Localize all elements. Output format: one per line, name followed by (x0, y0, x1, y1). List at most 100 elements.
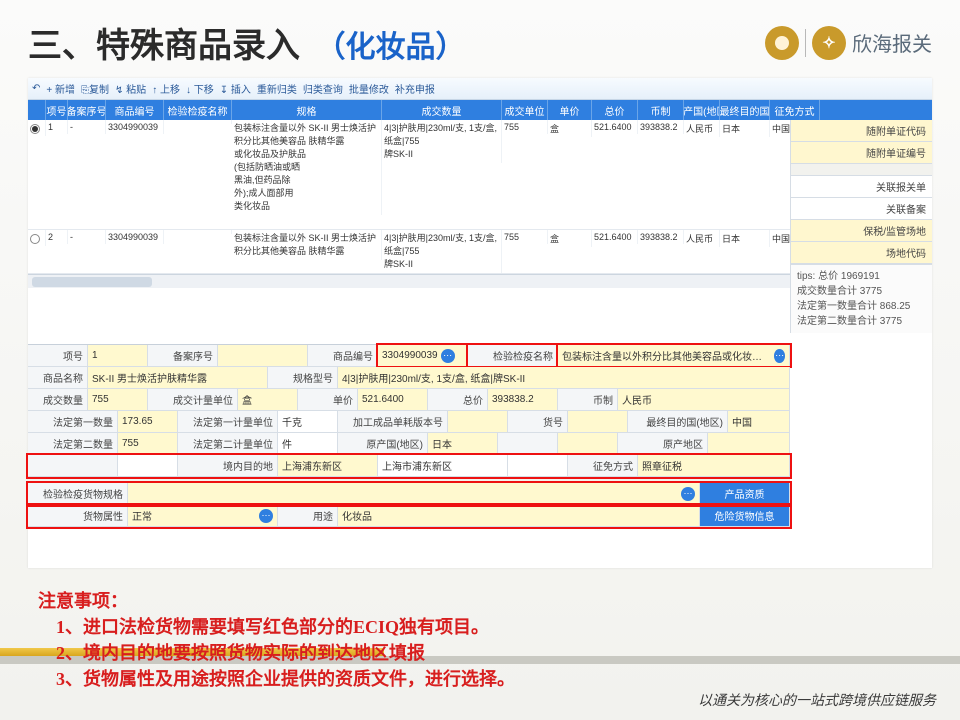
col-header: 最终目的国 (720, 100, 770, 120)
val-origin-region[interactable] (708, 433, 790, 454)
toolbar-btn[interactable]: ⎘复制 (81, 81, 109, 96)
lbl-unit: 成交计量单位 (148, 389, 238, 410)
tips-header: tips: 总价 1969191 (797, 269, 926, 284)
val-total[interactable]: 393838.2 (488, 389, 558, 410)
notes-item: 3、货物属性及用途按照企业提供的资质文件，进行选择。 (56, 666, 515, 692)
lbl-legal1-unit: 法定第一计量单位 (178, 411, 278, 432)
lbl-process-ver: 加工成品单耗版本号 (338, 411, 448, 432)
toolbar-btn[interactable]: ↓ 下移 (186, 81, 214, 96)
cell: 包装标注含量以外 SK-II 男士焕活护 积分比其他美容品 肤精华露 或化妆品及… (232, 120, 382, 215)
hazmat-info-button[interactable]: 危险货物信息 (700, 505, 790, 526)
col-header: 成交单位 (502, 100, 548, 120)
side-field[interactable]: 随附单证代码 (791, 120, 932, 142)
val-legal2-qty[interactable]: 755 (118, 433, 178, 454)
toolbar-btn[interactable]: 批量修改 (349, 81, 389, 96)
cell: 3304990039 (106, 120, 164, 134)
val-item-no[interactable]: 1 (88, 345, 148, 366)
toolbar-btn[interactable]: ↧ 插入 (220, 81, 251, 96)
col-header: 规格 (232, 100, 382, 120)
val-blank[interactable] (558, 433, 618, 454)
val-duty-mode[interactable]: 照章征税 (638, 455, 790, 476)
val-goods-name[interactable]: SK-II 男士焕活护肤精华露 (88, 367, 268, 388)
lbl-legal1-qty: 法定第一数量 (28, 411, 118, 432)
lookup-icon[interactable]: ⋯ (441, 349, 455, 363)
val-currency[interactable]: 人民币 (618, 389, 790, 410)
val-qty[interactable]: 755 (88, 389, 148, 410)
cell: 393838.2 (638, 230, 684, 244)
val-record-seq[interactable] (218, 345, 308, 366)
side-field[interactable]: 随附单证编号 (791, 142, 932, 164)
val-goods-attr[interactable]: 正常⋯ (128, 505, 278, 526)
cell: - (68, 120, 106, 134)
lbl-ciq-name: 检验检疫名称 (468, 345, 558, 366)
toolbar-btn[interactable]: ↶ (32, 83, 40, 94)
val-spec[interactable]: 4|3|护肤用|230ml/支, 1支/盒, 纸盒|牌SK-II (338, 367, 790, 388)
toolbar-btn[interactable]: + 新增 (46, 81, 75, 96)
col-header: 单价 (548, 100, 592, 120)
col-header: 原产国(地区) (684, 100, 720, 120)
lbl-currency: 币制 (558, 389, 618, 410)
cell: 包装标注含量以外 SK-II 男士焕活护 积分比其他美容品 肤精华露 (232, 230, 382, 260)
col-header (28, 100, 46, 120)
val-origin-country[interactable]: 日本 (428, 433, 498, 454)
cell: 2 (46, 230, 68, 244)
cell: 4|3|护肤用|230ml/支, 1支/盒, 纸盒|755 牌SK-II (382, 230, 502, 273)
val-legal1-qty[interactable]: 173.65 (118, 411, 178, 432)
title-sub: （化妆品） (315, 31, 465, 64)
customs-app-window: ↶ + 新增 ⎘复制 ↯ 粘贴 ↑ 上移 ↓ 下移 ↧ 插入重新归类归类查询批量修改补充申报… (28, 78, 932, 568)
val-legal1-unit: 千克 (278, 411, 338, 432)
product-qualification-button[interactable]: 产品资质 (700, 483, 790, 504)
logo-icon-1 (765, 26, 799, 60)
val-ciq-spec[interactable]: ⋯ (128, 483, 700, 504)
val-process-ver[interactable] (448, 411, 508, 432)
val-item-code[interactable] (568, 411, 628, 432)
lbl-goods-name: 商品名称 (28, 367, 88, 388)
cell: 人民币 (684, 120, 720, 137)
toolbar-btn[interactable]: ↑ 上移 (152, 81, 180, 96)
col-header: 征免方式 (770, 100, 820, 120)
val-price[interactable]: 521.6400 (358, 389, 428, 410)
lbl-spec: 规格型号 (268, 367, 338, 388)
col-header: 商品编号 (106, 100, 164, 120)
cell (164, 230, 232, 234)
lbl-domestic-dest: 境内目的地 (178, 455, 278, 476)
cell: 393838.2 (638, 120, 684, 134)
row-radio[interactable] (30, 234, 40, 244)
cell: 521.6400 (592, 120, 638, 134)
row-radio[interactable] (30, 124, 40, 134)
val-dest-country[interactable]: 中国 (728, 411, 790, 432)
toolbar-btn[interactable]: 归类查询 (303, 81, 343, 96)
toolbar-btn[interactable]: 补充申报 (395, 81, 435, 96)
toolbar-btn[interactable]: 重新归类 (257, 81, 297, 96)
side-field[interactable]: 关联备案 (791, 198, 932, 220)
lbl-dest-country: 最终目的国(地区) (628, 411, 728, 432)
notes-block: 注意事项： 1、进口法检货物需要填写红色部分的ECIQ独有项目。 2、境内目的地… (38, 588, 515, 692)
col-header: 成交数量 (382, 100, 502, 120)
lbl-ciq-spec: 检验检疫货物规格 (28, 483, 128, 504)
lookup-icon[interactable]: ⋯ (259, 509, 273, 523)
val-ciq-name[interactable]: 包装标注含量以外积分比其他美容品或化妆品及护肤品(包括防⋯ (558, 345, 790, 366)
cell: 日本 (720, 230, 770, 247)
cell: 521.6400 (592, 230, 638, 244)
side-field[interactable]: 场地代码 (791, 242, 932, 264)
side-field[interactable]: 保税/监管场地 (791, 220, 932, 242)
lbl-qty: 成交数量 (28, 389, 88, 410)
val-usage[interactable]: 化妆品 (338, 505, 700, 526)
lookup-icon[interactable]: ⋯ (774, 349, 785, 363)
val-domestic-dest[interactable]: 上海浦东新区 (278, 455, 378, 476)
cell (28, 120, 46, 136)
side-field[interactable]: 关联报关单 (791, 176, 932, 198)
brand-logos: ✧ 欣海报关 (765, 26, 932, 60)
lookup-icon[interactable]: ⋯ (681, 487, 695, 501)
val-unit[interactable]: 盒 (238, 389, 298, 410)
col-header: 检验检疫名称 (164, 100, 232, 120)
toolbar-btn[interactable]: ↯ 粘贴 (115, 81, 146, 96)
val-hs-code[interactable]: 3304990039⋯ (378, 345, 468, 366)
tips-box: tips: 总价 1969191 成交数量合计 3775 法定第一数量合计 86… (791, 264, 932, 333)
tips-line: 成交数量合计 3775 (797, 284, 926, 299)
grid-header: 项号备案序号商品编号检验检疫名称规格成交数量成交单位单价总价币制原产国(地区)最… (28, 100, 932, 120)
cell (164, 120, 232, 124)
toolbar: ↶ + 新增 ⎘复制 ↯ 粘贴 ↑ 上移 ↓ 下移 ↧ 插入重新归类归类查询批量修改补充申报 (28, 78, 932, 100)
col-header: 总价 (592, 100, 638, 120)
cell: 盒 (548, 120, 592, 137)
